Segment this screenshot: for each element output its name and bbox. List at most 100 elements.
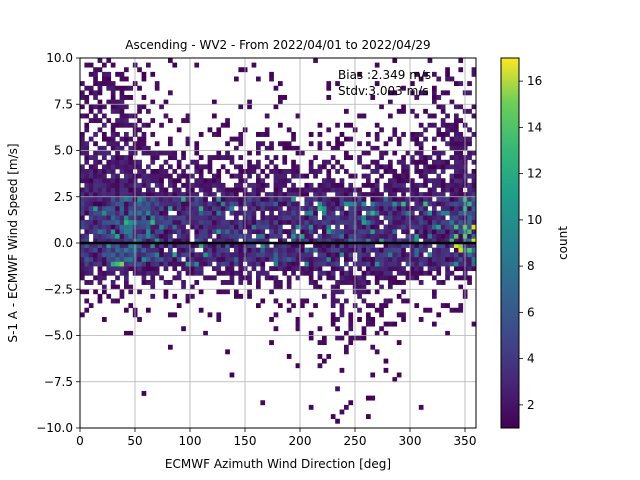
heatmap-cell — [348, 238, 354, 244]
heatmap-cell — [124, 210, 129, 216]
heatmap-cell — [154, 215, 160, 221]
heatmap-cell — [128, 219, 134, 225]
heatmap-cell — [432, 169, 437, 174]
heatmap-cell — [119, 229, 125, 235]
heatmap-cell — [326, 219, 332, 225]
heatmap-cell — [445, 159, 450, 165]
heatmap-cell — [423, 155, 428, 161]
heatmap-cell — [317, 164, 323, 170]
heatmap-cell — [458, 243, 464, 248]
heatmap-cell — [264, 192, 270, 198]
heatmap-cell — [102, 275, 107, 281]
heatmap-cell — [392, 247, 398, 253]
heatmap-cell — [330, 293, 336, 299]
heatmap-cell — [238, 136, 244, 142]
heatmap-cell — [339, 266, 345, 272]
heatmap-cell — [141, 280, 147, 285]
heatmap-cell — [383, 266, 389, 272]
heatmap-cell — [405, 256, 411, 262]
heatmap-cell — [110, 182, 116, 188]
heatmap-cell — [436, 95, 442, 100]
heatmap-cell — [102, 224, 107, 230]
heatmap-cell — [449, 76, 455, 82]
heatmap-cell — [124, 155, 129, 161]
heatmap-cell — [278, 81, 283, 87]
heatmap-cell — [93, 132, 98, 137]
heatmap-cell — [181, 266, 186, 272]
heatmap-cell — [366, 303, 371, 309]
heatmap-cell — [150, 252, 156, 258]
heatmap-cell — [300, 298, 305, 304]
heatmap-cell — [370, 238, 376, 244]
heatmap-cell — [207, 159, 213, 165]
heatmap-cell — [106, 182, 112, 188]
heatmap-cell — [440, 224, 446, 230]
heatmap-cell — [93, 178, 98, 184]
heatmap-cell — [269, 289, 274, 295]
heatmap-cell — [203, 215, 208, 221]
heatmap-cell — [436, 164, 442, 170]
heatmap-cell — [198, 132, 204, 137]
heatmap-cell — [418, 210, 424, 216]
heatmap-cell — [374, 196, 380, 202]
heatmap-cell — [264, 215, 270, 221]
heatmap-cell — [269, 266, 274, 272]
heatmap-cell — [313, 215, 318, 221]
heatmap-cell — [335, 256, 340, 262]
heatmap-cell — [115, 243, 120, 248]
heatmap-cell — [97, 256, 103, 262]
heatmap-cell — [251, 215, 257, 221]
heatmap-cell — [168, 90, 173, 96]
heatmap-cell — [344, 150, 349, 156]
heatmap-cell — [401, 108, 406, 114]
heatmap-cell — [115, 284, 120, 290]
heatmap-cell — [238, 182, 244, 188]
heatmap-cell — [150, 159, 156, 165]
heatmap-cell — [445, 243, 450, 248]
heatmap-cell — [300, 173, 305, 179]
heatmap-cell — [348, 122, 354, 128]
heatmap-cell — [128, 159, 134, 165]
heatmap-cell — [392, 150, 398, 156]
heatmap-cell — [414, 275, 420, 281]
heatmap-cell — [260, 261, 266, 267]
heatmap-cell — [392, 261, 398, 267]
heatmap-cell — [119, 182, 125, 188]
heatmap-cell — [467, 219, 472, 225]
heatmap-cell — [471, 150, 476, 156]
heatmap-cell — [216, 261, 222, 267]
heatmap-cell — [278, 178, 283, 184]
heatmap-cell — [449, 99, 455, 105]
heatmap-cell — [278, 201, 283, 207]
heatmap-cell — [269, 145, 274, 151]
heatmap-cell — [335, 224, 340, 230]
heatmap-cell — [278, 280, 283, 285]
heatmap-cell — [313, 266, 318, 272]
heatmap-cell — [392, 132, 398, 137]
heatmap-cell — [84, 182, 90, 188]
heatmap-cell — [396, 178, 402, 184]
heatmap-cell — [361, 219, 367, 225]
heatmap-cell — [383, 210, 389, 216]
heatmap-cell — [278, 122, 283, 128]
heatmap-cell — [93, 210, 98, 216]
heatmap-cell — [84, 159, 90, 165]
heatmap-cell — [137, 145, 142, 151]
heatmap-cell — [124, 261, 129, 267]
heatmap-cell — [260, 182, 266, 188]
heatmap-cell — [436, 76, 442, 82]
heatmap-cell — [176, 238, 182, 244]
heatmap-cell — [256, 187, 261, 193]
heatmap-cell — [418, 169, 424, 174]
heatmap-cell — [84, 289, 90, 295]
heatmap-cell — [392, 182, 398, 188]
heatmap-cell — [238, 266, 244, 272]
heatmap-cell — [295, 321, 301, 327]
heatmap-cell — [300, 270, 305, 276]
heatmap-cell — [471, 201, 476, 207]
heatmap-cell — [154, 243, 160, 248]
heatmap-cell — [344, 256, 349, 262]
heatmap-cell — [203, 196, 208, 202]
heatmap-cell — [366, 224, 371, 230]
heatmap-cell — [401, 298, 406, 304]
